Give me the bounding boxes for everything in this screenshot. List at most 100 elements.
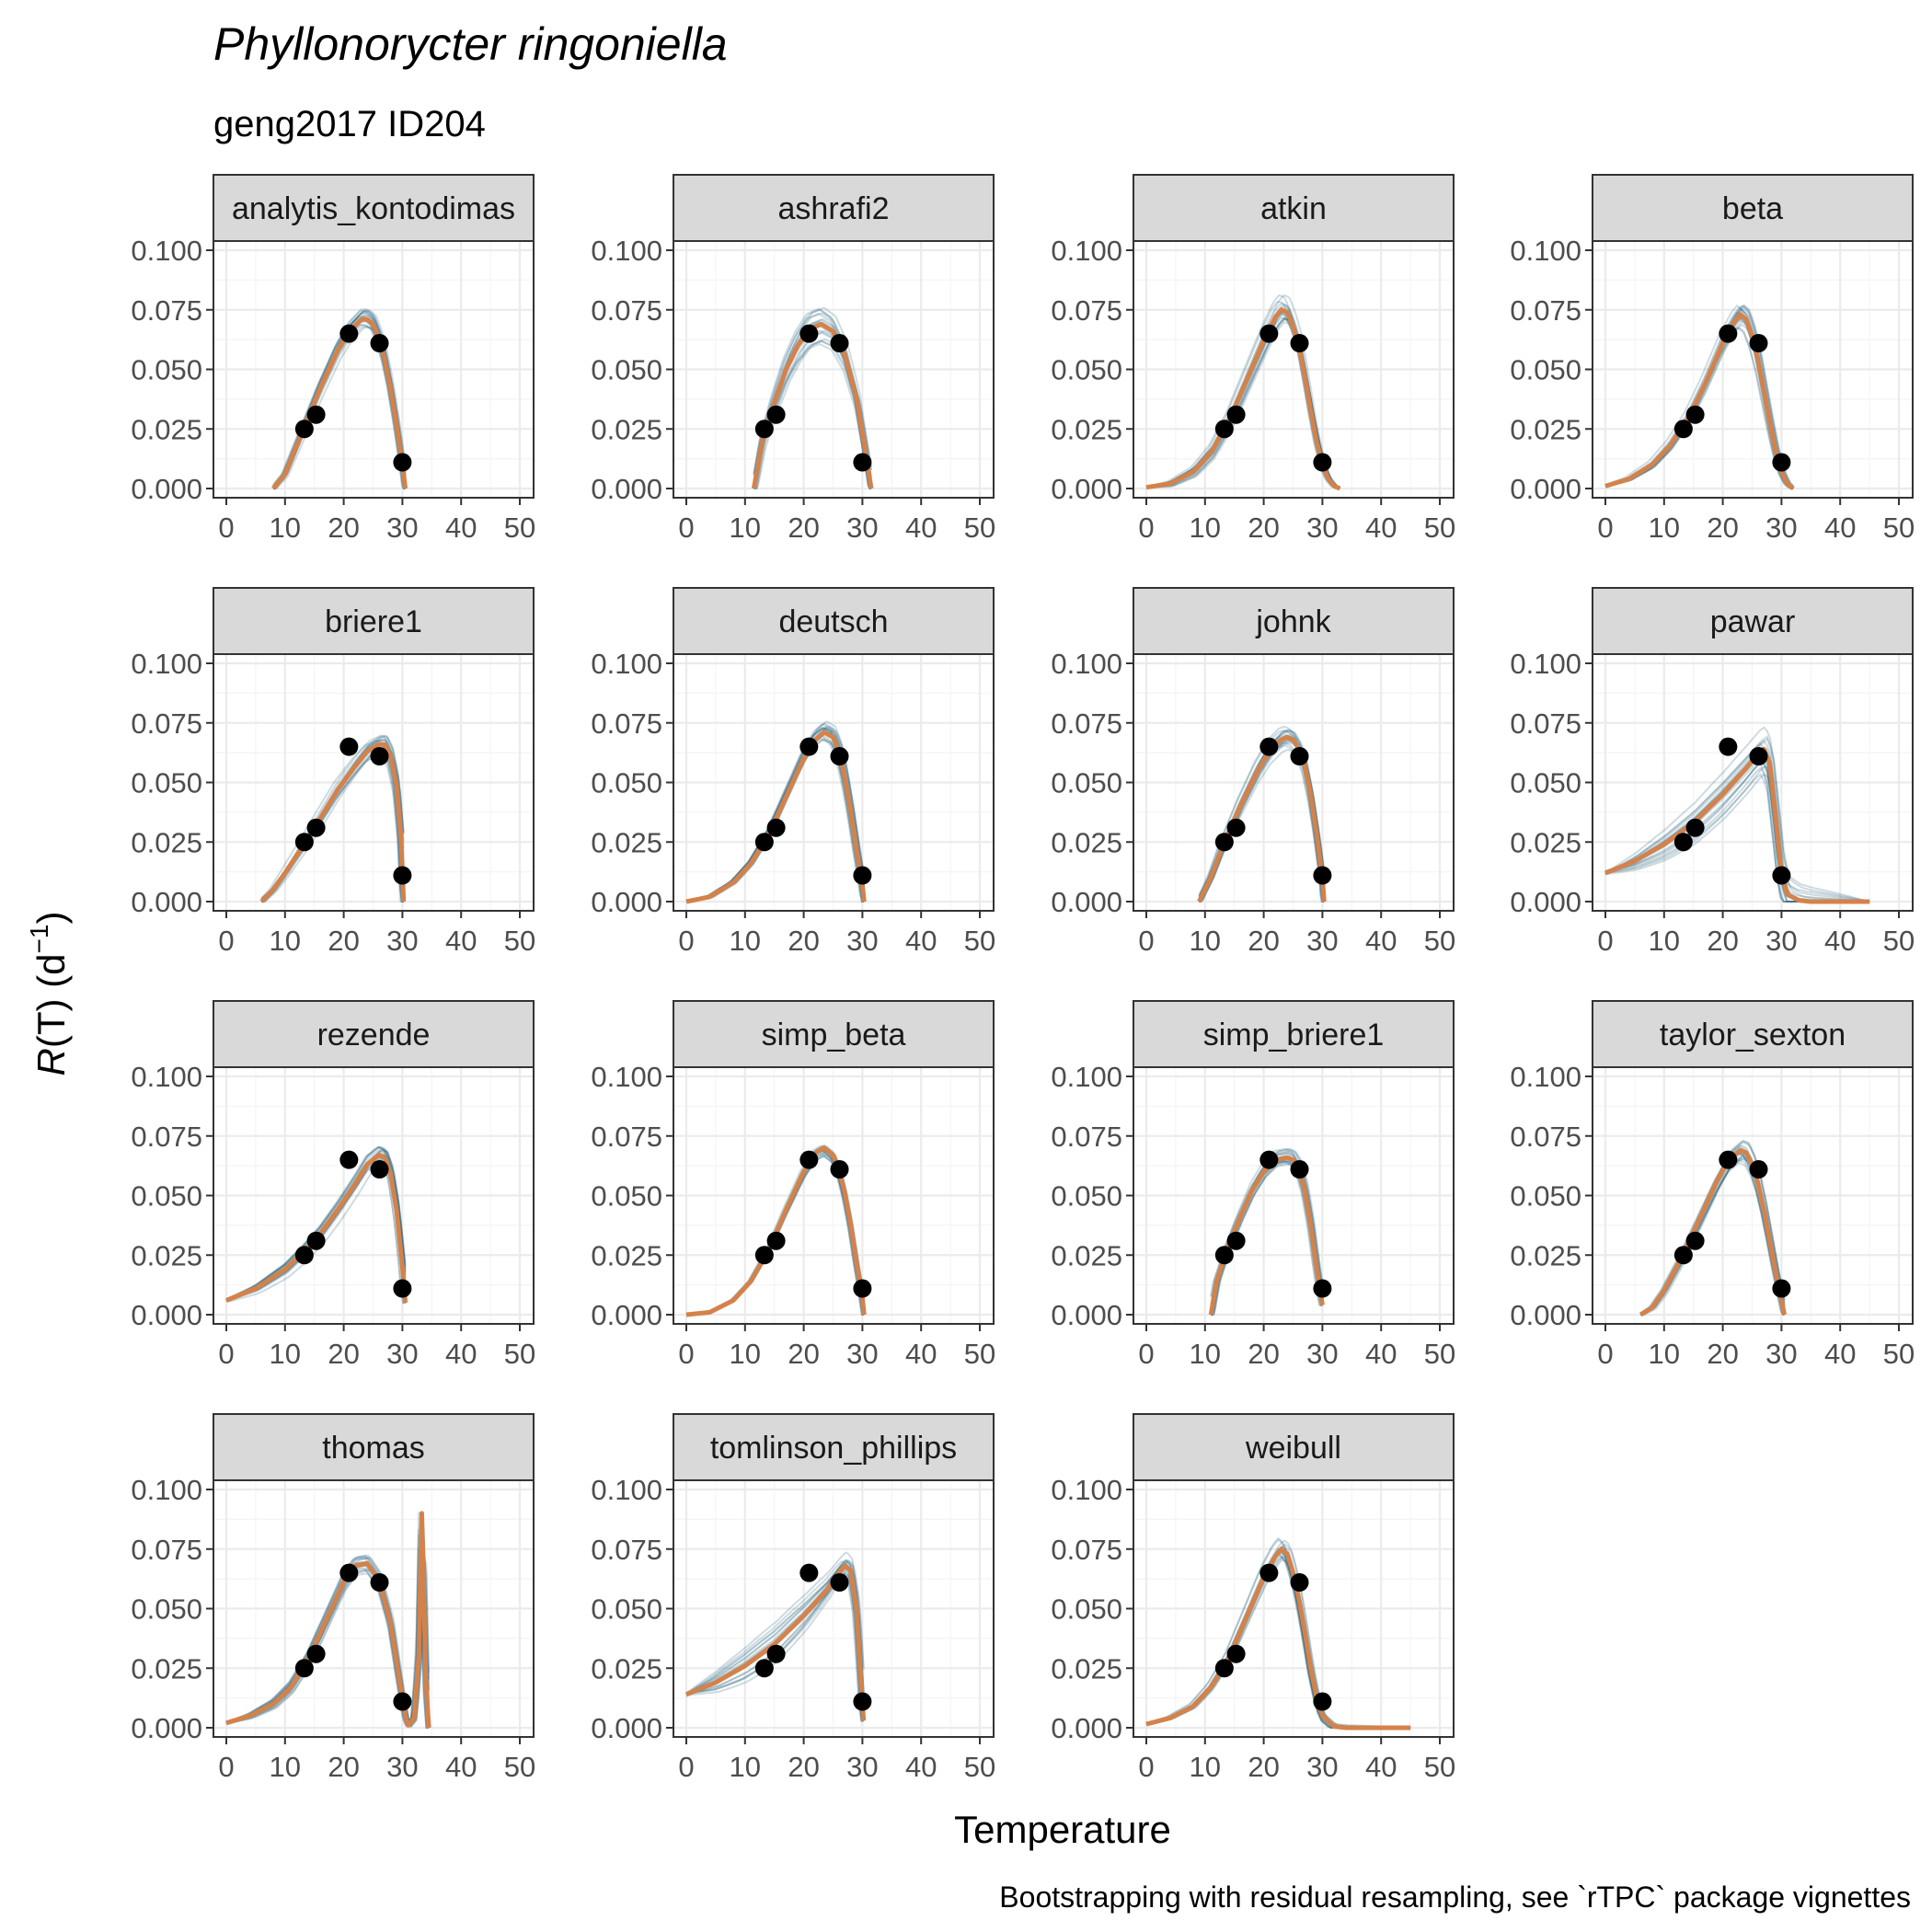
- data-point: [306, 1231, 326, 1250]
- y-tick-label: 0.025: [591, 1239, 662, 1271]
- y-tick-label: 0.075: [131, 1534, 202, 1566]
- x-tick-label: 0: [218, 925, 234, 957]
- data-point: [294, 1659, 314, 1678]
- y-tick-label: 0.000: [1510, 886, 1581, 918]
- data-point: [799, 737, 819, 756]
- x-tick-label: 50: [1424, 512, 1455, 544]
- x-tick-label: 10: [1649, 512, 1680, 544]
- facet-strip: [213, 1000, 535, 1068]
- bootstrap-curve: [1640, 1153, 1786, 1316]
- y-tick-label: 0.075: [1051, 294, 1122, 327]
- x-tick-label: 30: [1306, 1751, 1338, 1783]
- data-point: [1226, 405, 1246, 424]
- data-point: [830, 1160, 849, 1179]
- x-tick-label: 50: [1883, 1338, 1915, 1370]
- x-tick-label: 0: [678, 1751, 694, 1783]
- data-point: [799, 324, 819, 343]
- data-point: [853, 1279, 872, 1298]
- data-point: [294, 833, 314, 852]
- facet-strip: [213, 174, 535, 242]
- y-tick-label: 0.025: [1051, 826, 1122, 858]
- data-point: [1214, 420, 1234, 439]
- x-tick-label: 40: [1824, 512, 1856, 544]
- data-point: [339, 1150, 359, 1169]
- chart-subtitle: geng2017 ID204: [213, 104, 486, 144]
- x-tick-label: 50: [964, 1751, 995, 1783]
- x-tick-label: 0: [1138, 925, 1154, 957]
- data-point: [1259, 324, 1279, 343]
- y-tick-label: 0.075: [131, 1121, 202, 1153]
- y-tick-label: 0.050: [131, 1180, 202, 1213]
- data-point: [1214, 1659, 1234, 1678]
- x-tick-label: 30: [1765, 925, 1797, 957]
- y-tick-label: 0.050: [591, 354, 662, 386]
- x-tick-label: 40: [1365, 512, 1397, 544]
- bootstrap-curve: [685, 1560, 864, 1722]
- facet-panel: atkin 0.000 0.025 0.050 0.075 0.100 0 10 20 30 40 5…: [1051, 174, 1455, 544]
- y-tick-label: 0.100: [1051, 1061, 1122, 1093]
- y-tick-label: 0.000: [131, 1712, 202, 1744]
- y-tick-label: 0.075: [131, 294, 202, 327]
- facet-panel: pawar 0.000 0.025 0.050 0.075 0.100 0 10 20 30 40 5…: [1510, 587, 1915, 957]
- x-tick-label: 40: [1365, 1338, 1397, 1370]
- x-tick-label: 10: [270, 1751, 301, 1783]
- fitted-curve: [685, 730, 867, 904]
- data-point: [1214, 1246, 1234, 1265]
- data-point: [1719, 1150, 1738, 1169]
- facet-panel: ashrafi2 0.000 0.025 0.050 0.075 0.100 0 10 20 30…: [591, 174, 995, 544]
- x-tick-label: 20: [1248, 1338, 1279, 1370]
- facet-strip: [673, 174, 995, 242]
- panel-plot-area: [225, 1145, 412, 1305]
- y-axis-title: R(T) (d−1): [25, 912, 73, 1076]
- y-tick-label: 0.050: [591, 1180, 662, 1213]
- x-tick-label: 50: [504, 925, 535, 957]
- x-tick-label: 20: [328, 1751, 359, 1783]
- x-tick-label: 0: [1138, 1751, 1154, 1783]
- data-point: [1772, 453, 1791, 472]
- facet-strip: [213, 1413, 535, 1481]
- y-tick-label: 0.100: [1051, 648, 1122, 680]
- y-tick-label: 0.025: [1051, 1239, 1122, 1271]
- facet-strip-label: ashrafi2: [778, 191, 890, 226]
- facet-panel: analytis_kontodimas 0.000 0.025 0.050 0.075 0…: [131, 174, 535, 544]
- y-tick-label: 0.050: [1051, 354, 1122, 386]
- x-tick-label: 0: [218, 512, 234, 544]
- chart-title: Phyllonorycter ringoniella: [213, 18, 728, 70]
- y-tick-label: 0.100: [591, 648, 662, 680]
- bootstrap-curve: [1604, 739, 1870, 903]
- data-point: [754, 1246, 774, 1265]
- y-tick-label: 0.000: [1510, 1299, 1581, 1331]
- data-point: [1259, 1150, 1279, 1169]
- facet-panel: johnk 0.000 0.025 0.050 0.075 0.100 0 10 20 30 40 5…: [1051, 587, 1455, 957]
- data-point: [1290, 1573, 1309, 1593]
- data-point: [754, 1659, 774, 1678]
- data-point: [306, 818, 326, 837]
- y-tick-label: 0.000: [1051, 1299, 1122, 1331]
- y-tick-label: 0.100: [131, 648, 202, 680]
- facet-strip: [1133, 587, 1455, 655]
- y-tick-label: 0.100: [131, 1474, 202, 1506]
- y-tick-label: 0.025: [591, 413, 662, 445]
- facet-strip: [1592, 587, 1914, 655]
- data-point: [853, 866, 872, 885]
- y-tick-label: 0.025: [1510, 826, 1581, 858]
- panel-plot-area: [751, 306, 874, 489]
- bootstrap-curve: [1604, 305, 1794, 489]
- bootstrap-curve: [260, 740, 404, 903]
- x-tick-label: 10: [1190, 1751, 1221, 1783]
- facet-panel: taylor_sexton 0.000 0.025 0.050 0.075 0.100 0 1…: [1510, 1000, 1915, 1370]
- data-point: [1259, 1563, 1279, 1582]
- y-tick-label: 0.050: [591, 767, 662, 799]
- bootstrap-curve: [685, 1566, 865, 1696]
- y-tick-label: 0.075: [591, 1534, 662, 1566]
- y-tick-label: 0.000: [1051, 886, 1122, 918]
- y-axis-title-exponent: −1: [25, 925, 53, 954]
- facet-strip: [673, 587, 995, 655]
- data-point: [1290, 334, 1309, 353]
- y-tick-label: 0.100: [131, 235, 202, 267]
- y-tick-label: 0.025: [1510, 1239, 1581, 1271]
- data-point: [294, 1246, 314, 1265]
- x-tick-label: 10: [1190, 1338, 1221, 1370]
- y-axis-title-main: (T) (d: [29, 953, 73, 1048]
- data-point: [1313, 866, 1332, 885]
